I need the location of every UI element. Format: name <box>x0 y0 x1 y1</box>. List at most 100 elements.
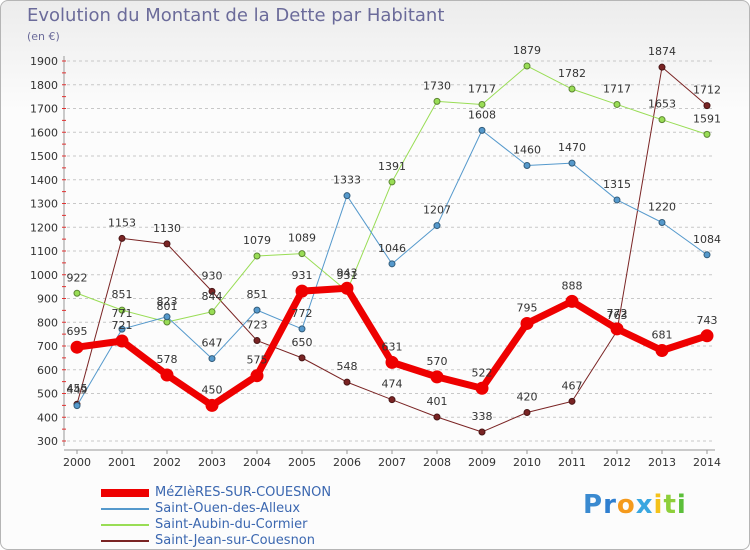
data-label: 851 <box>247 288 268 301</box>
legend-item: Saint-Aubin-du-Cormier <box>101 517 331 533</box>
data-label: 1220 <box>648 201 676 214</box>
data-label: 401 <box>427 395 448 408</box>
data-point <box>703 102 711 110</box>
data-point <box>523 409 531 416</box>
data-point <box>118 325 126 333</box>
data-label: 575 <box>247 354 268 367</box>
data-label: 681 <box>652 329 673 342</box>
data-label: 1315 <box>603 178 631 191</box>
data-point <box>73 402 81 410</box>
data-label: 522 <box>472 366 493 379</box>
data-point <box>385 355 399 369</box>
data-label: 695 <box>67 325 88 338</box>
data-point <box>703 130 711 138</box>
y-tick-label: 700 <box>37 340 58 353</box>
data-label: 763 <box>607 309 628 322</box>
data-point <box>118 234 126 242</box>
legend-label: Saint-Ouen-des-Alleux <box>155 501 301 516</box>
data-label: 1153 <box>108 216 136 229</box>
legend-swatch <box>101 540 149 542</box>
y-tick-label: 1500 <box>30 150 58 163</box>
data-label: 1712 <box>693 84 721 97</box>
data-label: 801 <box>157 300 178 313</box>
data-label: 1079 <box>243 234 271 247</box>
legend-label: Saint-Jean-sur-Couesnon <box>155 533 315 548</box>
x-tick-label: 2003 <box>198 456 226 469</box>
data-point <box>565 294 579 308</box>
data-point <box>433 222 441 230</box>
data-label: 1391 <box>378 160 406 173</box>
data-point <box>118 306 126 314</box>
data-point <box>295 284 309 298</box>
data-point <box>568 159 576 167</box>
data-point <box>475 381 489 395</box>
data-label: 771 <box>112 307 133 320</box>
data-label: 474 <box>382 378 403 391</box>
logo-letter: P <box>583 490 604 520</box>
data-label: 844 <box>202 290 223 303</box>
data-label: 823 <box>157 295 178 308</box>
data-point <box>658 63 666 71</box>
data-label: 1130 <box>153 222 181 235</box>
y-tick-label: 900 <box>37 293 58 306</box>
data-point <box>655 344 669 358</box>
data-point <box>520 316 534 330</box>
y-tick-label: 1800 <box>30 79 58 92</box>
data-point <box>250 369 264 383</box>
proxiti-logo: Proxiti <box>583 490 687 520</box>
data-label: 1591 <box>693 112 721 125</box>
y-tick-label: 1300 <box>30 198 58 211</box>
data-label: 931 <box>292 269 313 282</box>
data-label: 930 <box>202 269 223 282</box>
logo-letter: t <box>663 490 677 520</box>
legend-swatch <box>101 524 149 526</box>
data-point <box>610 322 624 336</box>
data-point <box>343 192 351 200</box>
data-label: 851 <box>112 288 133 301</box>
data-label: 450 <box>202 383 223 396</box>
data-label: 1084 <box>693 233 721 246</box>
logo-letter: i <box>653 490 664 520</box>
x-tick-label: 2012 <box>603 456 631 469</box>
data-label: 650 <box>292 336 313 349</box>
x-tick-label: 2007 <box>378 456 406 469</box>
legend-label: MéZIèRES-SUR-COUESNON <box>155 485 332 500</box>
legend-item: Saint-Ouen-des-Alleux <box>101 501 331 517</box>
data-label: 420 <box>517 391 538 404</box>
data-point <box>568 397 576 405</box>
data-point <box>703 251 711 259</box>
y-tick-label: 500 <box>37 388 58 401</box>
data-label: 721 <box>112 319 133 332</box>
data-point <box>163 313 171 321</box>
x-tick-label: 2002 <box>153 456 181 469</box>
data-point <box>298 354 306 362</box>
data-point <box>73 289 81 297</box>
x-tick-label: 2005 <box>288 456 316 469</box>
data-point <box>478 100 486 108</box>
y-tick-label: 800 <box>37 316 58 329</box>
data-point <box>163 240 171 248</box>
logo-letter: o <box>616 490 636 520</box>
data-point <box>343 378 351 386</box>
data-label: 1730 <box>423 79 451 92</box>
legend-item: Saint-Jean-sur-Couesnon <box>101 533 331 549</box>
data-label: 1608 <box>468 108 496 121</box>
legend-swatch <box>101 489 149 497</box>
y-tick-label: 1900 <box>30 55 58 68</box>
x-tick-label: 2006 <box>333 456 361 469</box>
x-tick-label: 2014 <box>693 456 721 469</box>
data-label: 1879 <box>513 44 541 57</box>
x-tick-label: 2004 <box>243 456 271 469</box>
data-label: 455 <box>67 382 88 395</box>
legend-label: Saint-Aubin-du-Cormier <box>155 517 308 532</box>
data-point <box>253 337 261 345</box>
data-label: 772 <box>292 307 313 320</box>
data-point <box>70 340 84 354</box>
data-label: 888 <box>562 279 583 292</box>
legend-swatch <box>101 508 149 510</box>
data-label: 467 <box>562 379 583 392</box>
data-point <box>160 368 174 382</box>
data-point <box>433 97 441 105</box>
